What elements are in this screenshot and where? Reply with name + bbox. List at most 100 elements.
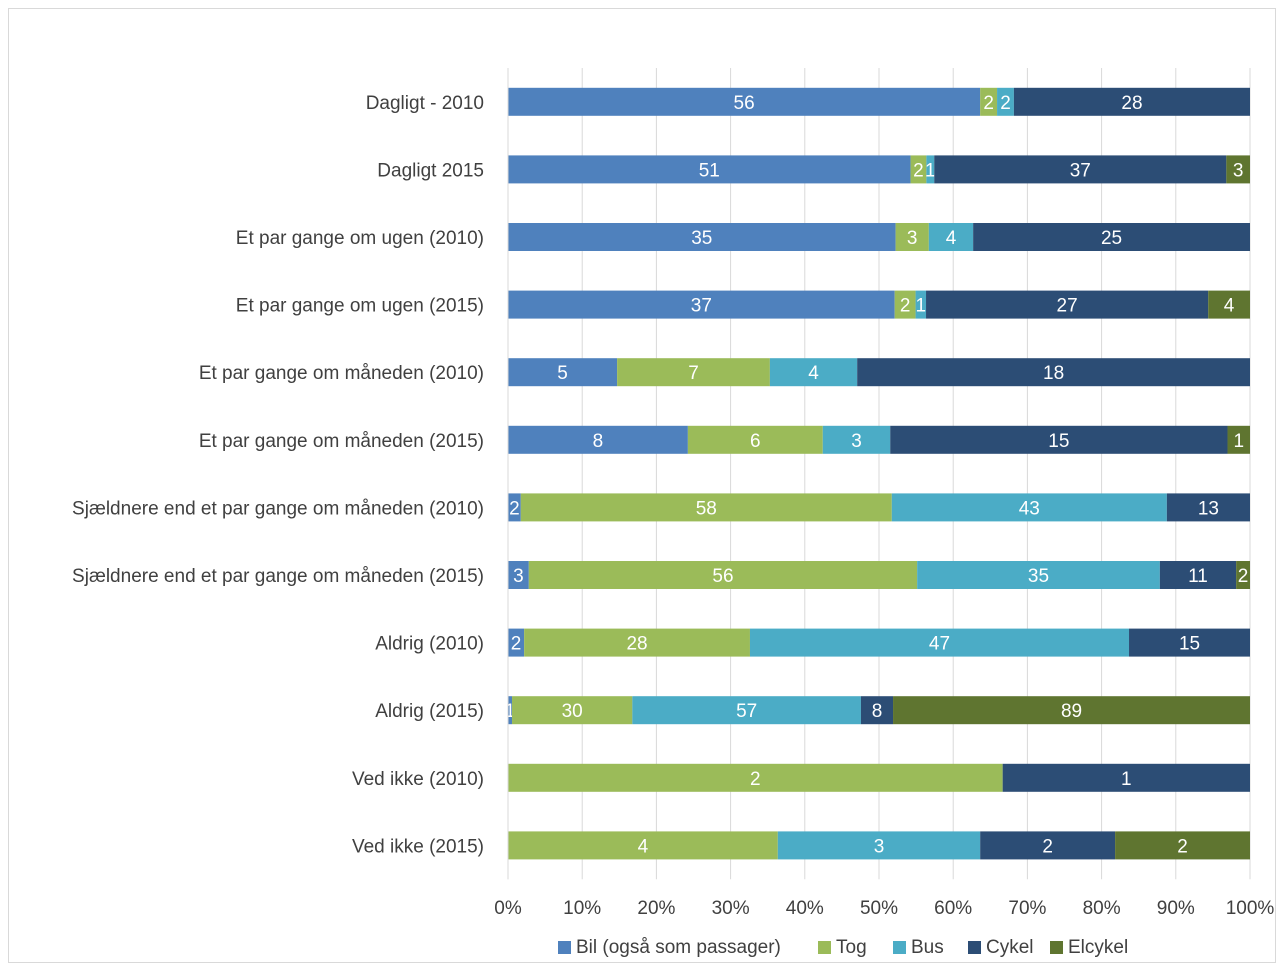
data-label: 4: [808, 363, 819, 384]
data-label: 51: [699, 160, 720, 181]
data-label: 3: [851, 431, 862, 452]
bar-segment: [1208, 290, 1250, 319]
bar-segment: [891, 493, 1167, 522]
legend-label: Cykel: [986, 937, 1034, 958]
x-tick-label: 10%: [563, 898, 601, 919]
data-label: 43: [1019, 498, 1040, 519]
legend-label: Bil (også som passager): [576, 937, 781, 958]
data-label: 6: [750, 431, 761, 452]
bar-segment: [508, 358, 618, 387]
data-label: 2: [1000, 93, 1011, 114]
x-tick-label: 60%: [934, 898, 972, 919]
bar-segment: [769, 358, 858, 387]
data-label: 2: [750, 769, 761, 790]
bar-segment: [895, 223, 929, 251]
data-label: 57: [736, 701, 757, 722]
data-label: 28: [626, 634, 647, 655]
category-label: Ved ikke (2015): [352, 836, 484, 857]
legend-label: Bus: [911, 937, 944, 958]
x-tick-label: 100%: [1226, 898, 1275, 919]
bar-segment: [520, 493, 892, 522]
data-label: 15: [1048, 431, 1069, 452]
category-label: Aldrig (2010): [375, 634, 484, 655]
data-label: 2: [900, 296, 911, 317]
bar-segment: [926, 290, 1209, 319]
category-label: Et par gange om måneden (2015): [199, 431, 484, 452]
data-label: 56: [734, 93, 755, 114]
data-label: 28: [1121, 93, 1142, 114]
data-label: 37: [691, 296, 712, 317]
x-tick-label: 40%: [786, 898, 824, 919]
data-label: 2: [913, 160, 924, 181]
data-label: 3: [874, 836, 885, 857]
bar-segment: [508, 425, 688, 454]
bar-segment: [508, 561, 529, 589]
bar-segment: [1166, 493, 1250, 522]
bar-segment: [508, 155, 911, 184]
bar-segment: [860, 696, 894, 725]
data-label: 35: [691, 228, 712, 249]
category-label: Et par gange om ugen (2010): [236, 228, 484, 249]
data-label: 27: [1057, 296, 1078, 317]
data-label: 13: [1198, 498, 1219, 519]
x-tick-label: 80%: [1083, 898, 1121, 919]
data-label: 37: [1070, 160, 1091, 181]
bar-segment: [687, 425, 823, 454]
bar-segment: [508, 493, 521, 522]
bar-segment: [1115, 831, 1250, 860]
bar-segment: [508, 628, 525, 657]
bar-segment: [917, 561, 1160, 589]
data-label: 2: [1177, 836, 1188, 857]
data-label: 8: [593, 431, 604, 452]
data-label: 2: [509, 498, 520, 519]
data-label: 11: [1188, 566, 1208, 587]
bar-segment: [749, 628, 1130, 657]
data-label: 47: [929, 634, 950, 655]
data-label: 2: [983, 93, 994, 114]
bar-segment: [508, 763, 1003, 792]
data-label: 8: [872, 701, 883, 722]
data-label: 2: [1042, 836, 1053, 857]
x-tick-label: 30%: [712, 898, 750, 919]
bar-segment: [928, 223, 974, 251]
bar-segment: [512, 696, 633, 725]
bar-segment: [857, 358, 1250, 387]
bar-segment: [980, 87, 998, 116]
x-tick-label: 20%: [637, 898, 675, 919]
category-label: Dagligt - 2010: [366, 93, 484, 114]
category-label: Et par gange om ugen (2015): [236, 296, 484, 317]
legend-swatch: [818, 941, 831, 954]
bar-segment: [632, 696, 861, 725]
bar-segment: [894, 290, 916, 319]
legend-swatch: [893, 941, 906, 954]
bar-segment: [934, 155, 1227, 184]
data-label: 4: [1224, 296, 1235, 317]
bar-segment: [1159, 561, 1237, 589]
bar-segment: [508, 831, 778, 860]
data-label: 3: [907, 228, 918, 249]
bar-segment: [1013, 87, 1250, 116]
data-label: 30: [562, 701, 583, 722]
bar-segment: [777, 831, 981, 860]
bar-segment: [1226, 155, 1250, 184]
bar-segment: [1227, 425, 1250, 454]
x-tick-label: 70%: [1008, 898, 1046, 919]
category-label: Sjældnere end et par gange om måneden (2…: [72, 566, 484, 587]
bar-segment: [508, 87, 981, 116]
bar-segment: [973, 223, 1250, 251]
bar-segment: [1236, 561, 1250, 589]
data-label: 1: [505, 701, 516, 722]
data-label: 3: [513, 566, 524, 587]
bar-segment: [915, 290, 927, 319]
legend-swatch: [1050, 941, 1063, 954]
bar-segment: [617, 358, 770, 387]
data-label: 4: [946, 228, 957, 249]
data-label: 3: [1233, 160, 1244, 181]
bar-segment: [910, 155, 927, 184]
category-label: Dagligt 2015: [377, 160, 484, 181]
data-label: 25: [1101, 228, 1122, 249]
bar-segment: [890, 425, 1228, 454]
data-label: 7: [688, 363, 699, 384]
data-label: 1: [916, 296, 927, 317]
